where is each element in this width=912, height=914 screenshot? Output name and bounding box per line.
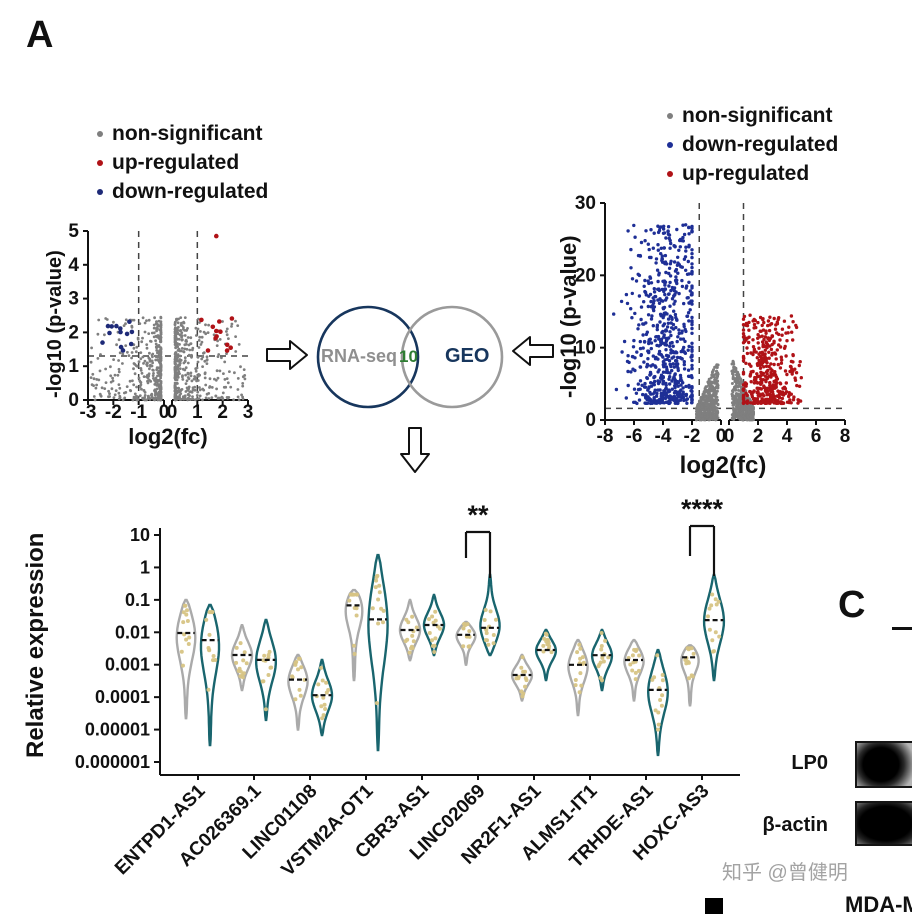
svg-text:1: 1 xyxy=(140,557,150,577)
legend-label: down-regulated xyxy=(682,133,839,156)
legend-item-downregulated: down-regulated xyxy=(667,133,838,157)
venn-overlap-count: 10 xyxy=(399,347,418,366)
legend-label: down-regulated xyxy=(112,180,269,203)
svg-text:0.000001: 0.000001 xyxy=(75,752,150,772)
svg-text:-2: -2 xyxy=(105,402,122,423)
svg-text:2: 2 xyxy=(753,426,764,447)
left-volcano-y-axis-label: -log10 (p-value) xyxy=(44,250,66,398)
violin-y-axis-label: Relative expression xyxy=(22,532,49,758)
svg-text:-1: -1 xyxy=(130,402,147,423)
svg-text:1: 1 xyxy=(68,356,79,377)
svg-text:10: 10 xyxy=(130,525,150,545)
svg-text:5: 5 xyxy=(68,221,79,242)
svg-text:4: 4 xyxy=(782,426,793,447)
svg-text:8: 8 xyxy=(840,426,851,447)
svg-text:0.1: 0.1 xyxy=(125,590,150,610)
legend-dot-icon xyxy=(667,142,673,148)
legend-label: non-significant xyxy=(112,122,263,145)
svg-text:2: 2 xyxy=(217,402,228,423)
svg-text:0: 0 xyxy=(585,410,596,431)
svg-text:6: 6 xyxy=(811,426,822,447)
blot-row-label-lp0: LP0 xyxy=(791,752,828,774)
arrow-down-icon xyxy=(400,427,430,473)
left-volcano-x-axis-label: log2(fc) xyxy=(128,424,208,449)
blot-row-label-actin: β-actin xyxy=(762,814,828,836)
svg-text:4: 4 xyxy=(68,255,79,276)
venn-diagram xyxy=(316,305,504,409)
legend-item-upregulated: up-regulated xyxy=(97,151,268,175)
legend-dot-icon xyxy=(97,189,103,195)
svg-text:30: 30 xyxy=(575,193,596,214)
svg-text:10: 10 xyxy=(575,338,596,359)
right-volcano-legend: non-significant down-regulated up-regula… xyxy=(667,104,838,186)
svg-text:0.001: 0.001 xyxy=(105,655,150,675)
panel-c-header-line xyxy=(892,627,912,630)
svg-text:****: **** xyxy=(681,494,724,524)
legend-dot-icon xyxy=(97,160,103,166)
legend-item-upregulated: up-regulated xyxy=(667,162,838,186)
legend-item-nonsignificant: non-significant xyxy=(667,104,838,128)
legend-dot-icon xyxy=(667,113,673,119)
svg-text:0: 0 xyxy=(159,402,170,423)
right-volcano-y-axis-label: -log10 (p-value) xyxy=(556,235,581,398)
svg-text:0: 0 xyxy=(68,390,79,411)
svg-text:20: 20 xyxy=(575,265,596,286)
legend-dot-icon xyxy=(97,131,103,137)
legend-label: up-regulated xyxy=(682,162,810,185)
arrow-right-icon xyxy=(266,340,308,370)
svg-text:2: 2 xyxy=(68,322,79,343)
legend-label: non-significant xyxy=(682,104,833,127)
svg-text:3: 3 xyxy=(243,402,254,423)
panel-c-label: C xyxy=(838,584,866,626)
svg-text:0.01: 0.01 xyxy=(115,622,150,642)
svg-text:-2: -2 xyxy=(684,426,701,447)
svg-text:3: 3 xyxy=(68,289,79,310)
arrow-left-icon xyxy=(512,336,554,366)
venn-geo-label: GEO xyxy=(445,345,490,367)
western-blot-band-actin xyxy=(855,801,912,846)
legend-item-downregulated: down-regulated xyxy=(97,180,268,204)
svg-text:-8: -8 xyxy=(597,426,614,447)
watermark-text: 知乎 @曾健明 xyxy=(722,862,848,884)
panel-a-label: A xyxy=(26,14,54,56)
right-volcano-x-axis-label: log2(fc) xyxy=(679,452,767,479)
svg-text:0: 0 xyxy=(716,426,727,447)
svg-text:0.0001: 0.0001 xyxy=(95,687,150,707)
venn-rna-seq-label: RNA-seq xyxy=(321,346,398,366)
western-blot-band-lp0 xyxy=(855,741,912,788)
svg-text:**: ** xyxy=(467,500,489,530)
cutoff-text-mda: MDA-M xyxy=(845,892,912,914)
legend-item-nonsignificant: non-significant xyxy=(97,122,268,146)
legend-label: up-regulated xyxy=(112,151,240,174)
svg-text:1: 1 xyxy=(192,402,203,423)
svg-text:-6: -6 xyxy=(626,426,643,447)
svg-text:0: 0 xyxy=(167,402,178,423)
svg-text:-3: -3 xyxy=(80,402,97,423)
left-volcano-legend: non-significant up-regulated down-regula… xyxy=(97,122,268,204)
svg-text:0.00001: 0.00001 xyxy=(85,720,150,740)
svg-text:0: 0 xyxy=(724,426,735,447)
svg-text:-4: -4 xyxy=(655,426,672,447)
legend-swatch-cutoff xyxy=(705,898,723,914)
violin-plot: 1010.10.010.0010.00010.000010.000001ENTP… xyxy=(75,494,740,881)
legend-dot-icon xyxy=(667,171,673,177)
